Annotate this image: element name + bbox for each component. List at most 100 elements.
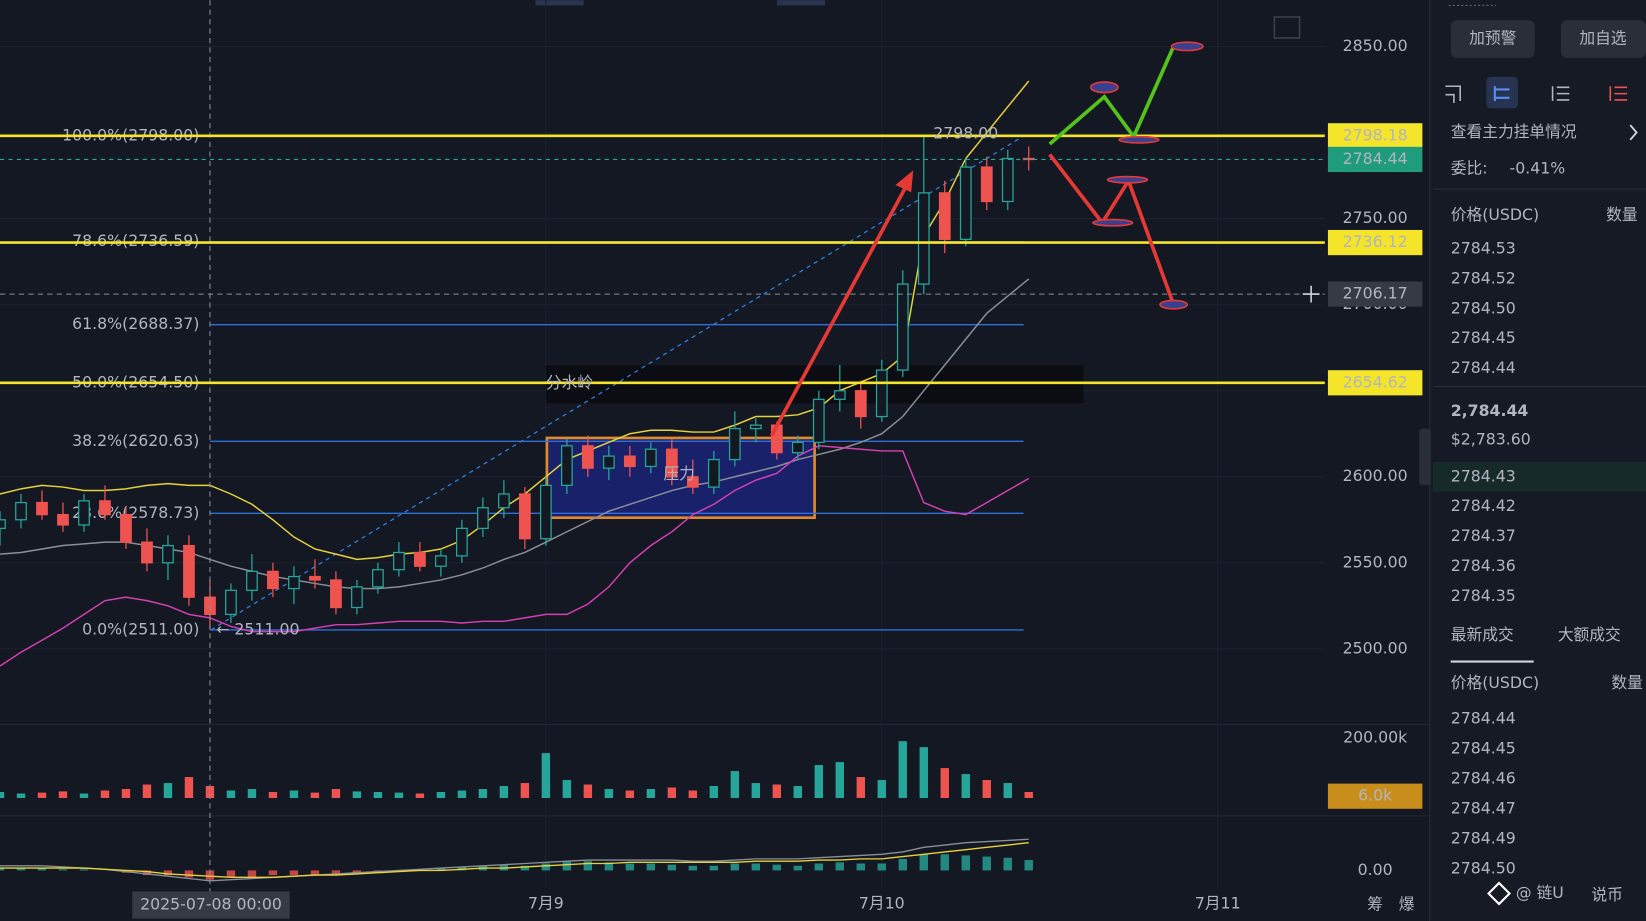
- bull-path: [1048, 45, 1176, 146]
- candle-body: [246, 570, 258, 591]
- candle-body: [896, 283, 909, 371]
- button-label[interactable]: 加预警: [1469, 29, 1516, 48]
- candle-body: [372, 569, 384, 588]
- candle-body: [288, 575, 300, 590]
- macd-bar: [856, 863, 865, 871]
- macd-bar: [268, 870, 278, 876]
- macd-bar: [310, 870, 320, 876]
- volume-bar: [268, 792, 278, 798]
- icon[interactable]: [1493, 86, 1510, 101]
- macd-bar: [16, 868, 26, 871]
- candle-body: [917, 192, 930, 285]
- arrow-head: [895, 170, 914, 193]
- macd-bar: [205, 870, 215, 880]
- price-line-tag: 2798.18: [1343, 125, 1408, 144]
- candle-body: [414, 551, 426, 567]
- fib-label: 61.8%(2688.37): [72, 314, 199, 333]
- macd-bar: [625, 863, 635, 871]
- candle-body: [644, 448, 657, 468]
- ask-price: 2784.53: [1451, 238, 1516, 257]
- axis-tool[interactable]: 爆: [1399, 895, 1415, 914]
- macd-bar: [520, 865, 530, 871]
- collapse-handle[interactable]: [1419, 428, 1431, 486]
- last-price: 2,784.44: [1451, 401, 1529, 420]
- volume-bar: [940, 768, 949, 798]
- volume-bar: [583, 784, 593, 798]
- candle-body: [581, 445, 594, 469]
- volume-bar: [898, 741, 907, 798]
- macd-bar: [793, 865, 803, 871]
- macd-bar: [898, 858, 907, 871]
- icon-active-bg[interactable]: [1486, 76, 1518, 109]
- macd-bar: [751, 863, 761, 871]
- volume-bar: [982, 780, 991, 798]
- crosshair-tag-bg: [1327, 281, 1423, 307]
- plot-layer: 100.0%(2798.00)78.6%(2736.59)61.8%(2688.…: [0, 0, 1430, 893]
- last-price-tag: 2784.44: [1343, 149, 1408, 168]
- y-tick-label: 2500.00: [1343, 638, 1408, 657]
- price-line-tag-bg: [1327, 123, 1423, 149]
- candle-body: [833, 390, 846, 400]
- x-tick-label: 7月11: [1195, 894, 1241, 913]
- macd-bar: [184, 870, 194, 878]
- candle-body: [57, 513, 69, 526]
- macd-bar: [226, 870, 236, 878]
- volume-bar: [814, 765, 823, 798]
- trade-price: 2784.49: [1451, 828, 1516, 847]
- macd-bar: [352, 870, 362, 873]
- volume-bar: [100, 790, 110, 798]
- axis-tool[interactable]: 筹: [1367, 895, 1383, 914]
- volume-bar: [352, 791, 362, 798]
- candle-body: [602, 455, 615, 469]
- candle-body: [665, 448, 678, 478]
- volume-bar: [310, 792, 320, 798]
- macd-bar: [919, 854, 928, 871]
- depth-link[interactable]: 查看主力挂单情况: [1451, 122, 1577, 141]
- button[interactable]: [1450, 20, 1535, 58]
- volume-bar: [436, 792, 446, 798]
- icon[interactable]: [1445, 85, 1461, 104]
- candle-body: [162, 544, 174, 564]
- fib-label: 78.6%(2736.59): [72, 231, 199, 250]
- volume-bar: [1003, 783, 1012, 798]
- bid-price: 2784.37: [1451, 526, 1516, 545]
- button-label[interactable]: 加自选: [1579, 29, 1626, 48]
- volume-bar: [394, 792, 404, 798]
- trade-price: 2784.50: [1451, 858, 1516, 877]
- volume-bar: [184, 777, 194, 798]
- icon[interactable]: [1609, 86, 1628, 101]
- candle-body: [78, 500, 90, 526]
- fullscreen-icon[interactable]: [1273, 16, 1301, 39]
- macd-bar: [58, 869, 68, 871]
- volume-bar: [520, 783, 530, 798]
- candle-body: [267, 570, 279, 590]
- volume-bar: [688, 790, 698, 798]
- last-price-usd: $2,783.60: [1451, 430, 1531, 449]
- button[interactable]: [1560, 20, 1646, 58]
- chevron[interactable]: [1629, 124, 1638, 141]
- candle-body: [497, 493, 510, 509]
- tab[interactable]: 大额成交: [1558, 625, 1621, 644]
- panel-bg: [1429, 0, 1646, 921]
- tab[interactable]: 最新成交: [1451, 625, 1514, 644]
- watermark-text: 说币: [1591, 885, 1622, 904]
- target-ellipse: [1118, 135, 1160, 144]
- bid-price: 2784.35: [1451, 586, 1516, 605]
- trade-price: 2784.45: [1451, 739, 1516, 758]
- crosshair-plus[interactable]: [1302, 285, 1320, 303]
- candle-body: [728, 427, 741, 461]
- volume-bar: [625, 790, 635, 798]
- candle-body: [0, 519, 6, 530]
- macd-bar: [289, 870, 299, 876]
- candle-body: [309, 575, 321, 581]
- target-ellipse: [1106, 175, 1149, 184]
- candle-body: [435, 555, 447, 567]
- candle-body: [393, 551, 405, 571]
- volume-bar: [961, 774, 970, 798]
- trade-price: 2784.46: [1451, 769, 1516, 788]
- macd-line: [0, 838, 1029, 882]
- ratio-label: 委比:: [1451, 159, 1488, 178]
- volume-bar: [226, 790, 236, 798]
- fib-label: 0.0%(2511.00): [82, 619, 199, 638]
- icon[interactable]: [1551, 86, 1570, 101]
